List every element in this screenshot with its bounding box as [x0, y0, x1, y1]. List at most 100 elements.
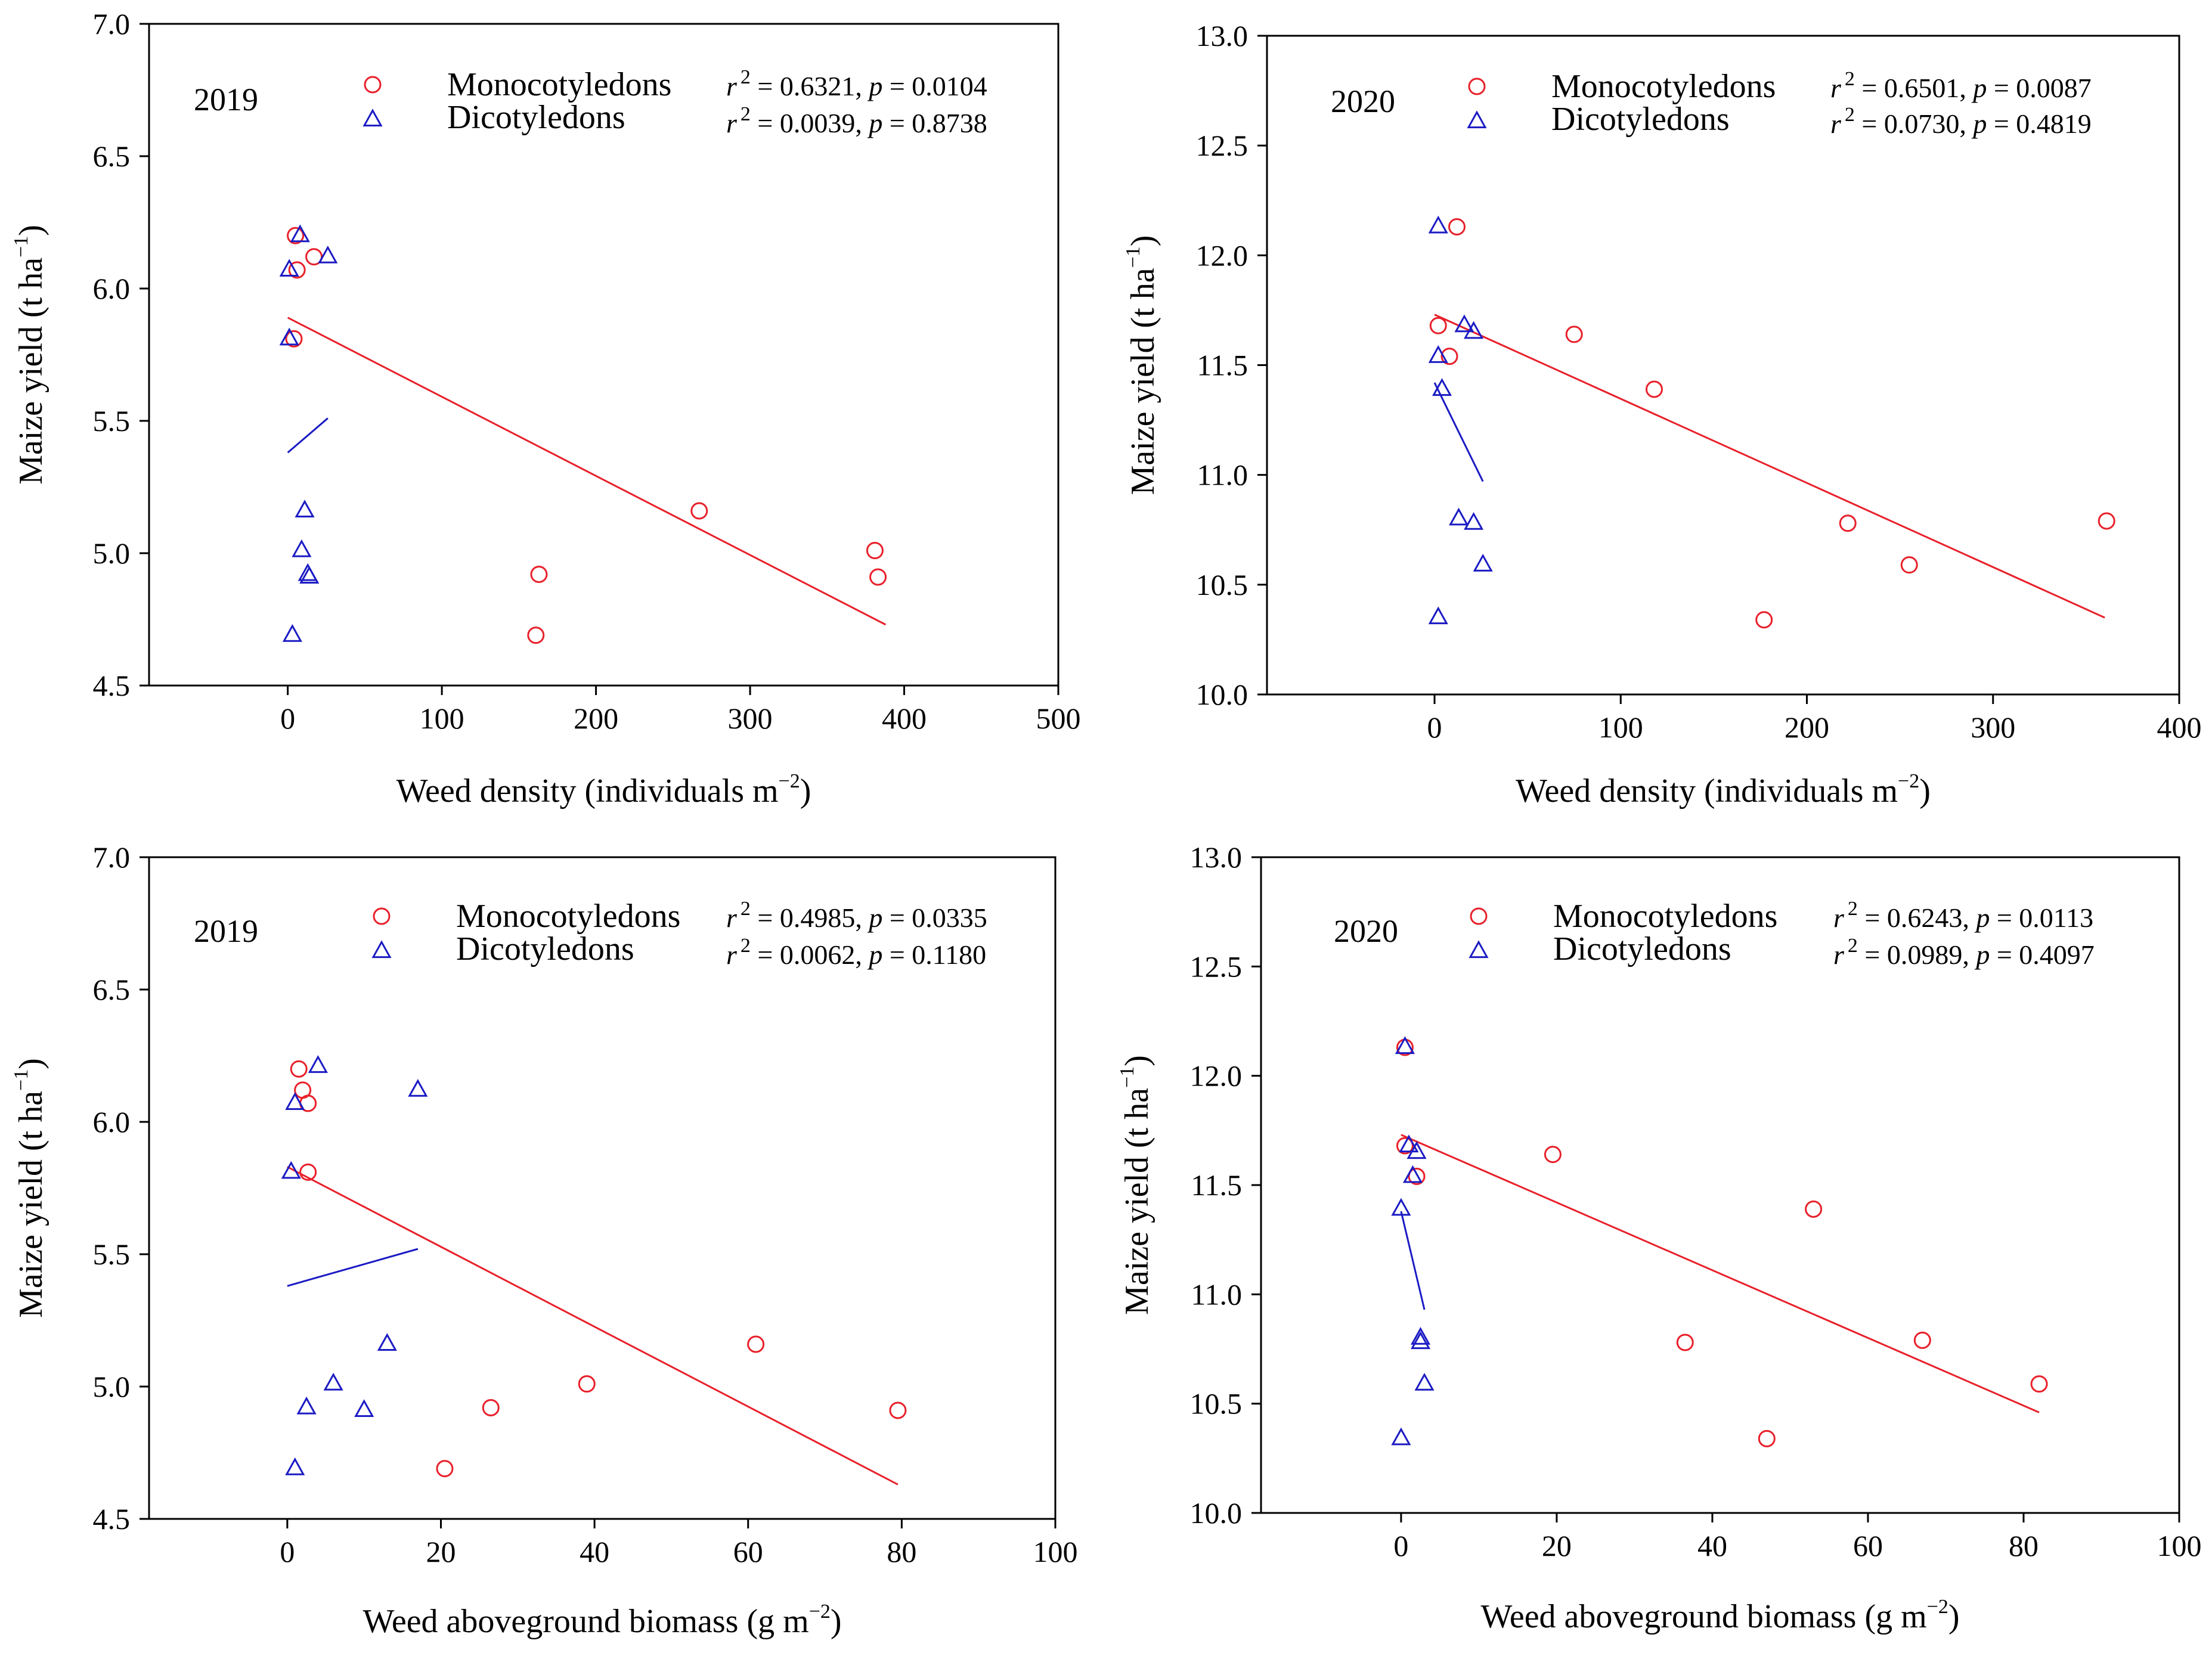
y-tick-label: 11.5	[1191, 1168, 1242, 1202]
legend-dico-symbol	[363, 108, 383, 127]
stats-r-sup: 2	[741, 66, 751, 88]
stats-r2-value: = 0.0989,	[1858, 939, 1976, 970]
y-tick-label: 11.0	[1191, 1277, 1242, 1311]
x-tick-label: 60	[1853, 1529, 1883, 1562]
dico-point	[1399, 1134, 1419, 1153]
x-tick-label: 200	[1785, 711, 1829, 744]
dico-point	[308, 1055, 328, 1073]
stats-p: p	[1971, 108, 1987, 139]
y-axis-label-sup: −1	[1122, 246, 1144, 268]
x-axis-label-sup: −2	[779, 770, 800, 792]
mono-point	[2098, 512, 2115, 530]
mono-point	[285, 330, 303, 348]
x-tick-label: 0	[280, 702, 295, 735]
y-tick-label: 5.0	[93, 537, 131, 570]
legend-dico-label: Dicotyledons	[447, 99, 625, 136]
dico-point	[298, 563, 318, 581]
mono-point	[1755, 611, 1773, 629]
y-tick-label: 6.0	[93, 1105, 131, 1139]
y-tick-label: 6.5	[93, 973, 131, 1006]
stats-p-value: = 0.8738	[882, 108, 987, 138]
x-tick-label: 80	[2009, 1529, 2038, 1562]
x-tick-label: 100	[2157, 1529, 2202, 1562]
dico-point	[1402, 1165, 1423, 1183]
dico-point	[408, 1079, 428, 1097]
y-axis-label-text: Maize yield (t ha	[1124, 268, 1161, 495]
y-axis-label-sup: −1	[10, 1069, 32, 1091]
y-axis-label-end: )	[1119, 1055, 1155, 1066]
mono-point	[288, 261, 306, 279]
x-tick-label: 40	[580, 1535, 609, 1568]
mono-point	[1645, 380, 1663, 398]
dico-point	[1454, 314, 1474, 333]
panel-1: 0 100 200 300 400 500 4.5 5.0 5.5 6.0 6.5 7.0 Weed d…	[10, 7, 1081, 810]
dico-point	[281, 1161, 301, 1179]
stats-r: r	[1833, 939, 1845, 970]
stats-p-value: = 0.4819	[1987, 108, 2091, 139]
x-tick-label: 20	[1542, 1529, 1572, 1562]
x-axis-label-text: Weed density (individuals m	[1516, 773, 1898, 810]
dico-point	[318, 246, 338, 263]
stats-r: r	[726, 903, 738, 933]
y-tick-label: 6.0	[93, 272, 131, 305]
mono-point	[1408, 1167, 1426, 1185]
stats-r2-value: = 0.4985,	[751, 903, 869, 933]
stats-p-value: = 0.0335	[882, 903, 987, 933]
mono-fit-line	[1434, 314, 2105, 619]
mono-fit-line	[1401, 1134, 2040, 1413]
legend-mono-label: Monocotyledons	[1551, 68, 1776, 105]
mono-point	[578, 1375, 596, 1393]
stats-p: p	[1974, 939, 1990, 970]
legend-mono-symbol	[1470, 907, 1488, 925]
dico-point	[295, 500, 315, 518]
y-tick-label: 12.0	[1190, 1059, 1243, 1093]
stats-r2-value: = 0.6243,	[1858, 903, 1976, 933]
dico-point	[1428, 345, 1448, 363]
mono-point	[1676, 1334, 1694, 1351]
x-tick-label: 0	[280, 1535, 295, 1568]
x-axis-label-end: )	[800, 773, 811, 810]
dico-point	[1449, 507, 1469, 526]
stats-p: p	[867, 71, 882, 101]
x-tick-label: 300	[1971, 711, 2015, 744]
x-tick-label: 80	[887, 1535, 916, 1568]
dico-point	[1428, 606, 1448, 625]
stats-p: p	[1971, 73, 1987, 103]
stats-p-value: = 0.4097	[1990, 939, 2094, 970]
x-axis-label-text: Weed density (individuals m	[396, 773, 779, 810]
mono-point	[1758, 1429, 1776, 1447]
dico-point	[292, 539, 312, 557]
y-axis-label-text: Maize yield (t ha	[13, 258, 49, 485]
mono-fit-line	[287, 1166, 899, 1486]
y-axis-label: Maize yield (t ha−1)	[1116, 1055, 1155, 1315]
y-axis-label-end: )	[13, 1058, 49, 1069]
legend-dico-symbol	[1469, 940, 1489, 959]
dico-point	[1428, 215, 1448, 234]
mono-point	[2030, 1375, 2048, 1393]
x-tick-label: 400	[2157, 711, 2202, 744]
panel-2: 0 100 200 300 400 10.0 10.5 11.0 11.5 12.0 12.5 13.…	[1122, 19, 2202, 810]
mono-point	[869, 568, 887, 586]
x-axis-label-text: Weed aboveground biomass (g m	[1480, 1598, 1926, 1635]
y-axis-label-text: Maize yield (t ha	[13, 1091, 49, 1318]
y-tick-label: 10.5	[1196, 568, 1248, 601]
year-label: 2020	[1331, 83, 1395, 119]
stats-p: p	[1974, 903, 1990, 933]
year-label: 2019	[194, 913, 258, 949]
stats-r2-value: = 0.6501,	[1855, 73, 1973, 103]
stats-r2-value: = 0.0062,	[751, 939, 869, 970]
y-axis-label: Maize yield (t ha−1)	[1122, 235, 1161, 495]
y-tick-label: 13.0	[1190, 841, 1243, 874]
dico-point	[1464, 321, 1484, 339]
dico-point	[290, 224, 310, 243]
y-tick-label: 13.0	[1196, 19, 1248, 52]
y-tick-label: 5.5	[93, 1238, 131, 1271]
stats-r: r	[1833, 903, 1845, 933]
mono-point	[290, 1060, 308, 1078]
